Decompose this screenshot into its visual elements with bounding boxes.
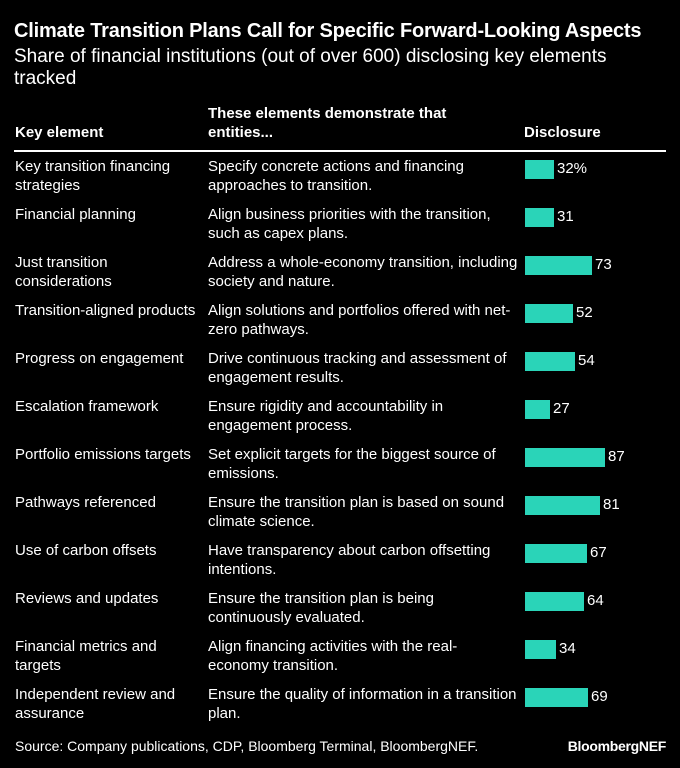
row-description: Drive continuous tracking and assessment… [208, 350, 507, 386]
chart-subtitle: Share of financial institutions (out of … [14, 46, 607, 89]
row-key-element: Key transition financing strategies [15, 158, 171, 194]
chart-title: Climate Transition Plans Call for Specif… [14, 20, 642, 42]
row-key-element: Progress on engagement [15, 350, 184, 367]
disclosure-value-label: 81 [603, 496, 620, 513]
column-header-disclosure: Disclosure [524, 124, 601, 141]
disclosure-value-label: 52 [576, 304, 593, 321]
column-header-key-element: Key element [15, 124, 104, 141]
row-key-element: Independent review and assurance [15, 686, 176, 722]
disclosure-bar [525, 496, 600, 515]
disclosure-bar [525, 640, 556, 659]
row-key-element: Portfolio emissions targets [15, 446, 191, 463]
disclosure-value-label: 54 [578, 352, 595, 369]
header-divider [14, 150, 666, 152]
source-note: Source: Company publications, CDP, Bloom… [15, 738, 479, 754]
disclosure-bar [525, 160, 554, 179]
row-description: Ensure the transition plan is being cont… [208, 590, 434, 626]
disclosure-value-label: 64 [587, 592, 604, 609]
table-row: Financial planning Align business priorit… [0, 205, 680, 253]
disclosure-bar [525, 448, 605, 467]
row-description: Ensure rigidity and accountability in en… [208, 398, 444, 434]
row-key-element: Reviews and updates [15, 590, 159, 607]
row-description: Set explicit targets for the biggest sou… [208, 446, 496, 482]
row-description: Specify concrete actions and financing a… [208, 158, 464, 194]
disclosure-value-label: 87 [608, 448, 625, 465]
row-key-element: Financial metrics and targets [15, 638, 157, 674]
row-key-element: Transition-aligned products [15, 302, 196, 319]
row-key-element: Use of carbon offsets [15, 542, 157, 559]
row-description: Have transparency about carbon offsettin… [208, 542, 491, 578]
table-row: Use of carbon offsets Have transparency a… [0, 541, 680, 589]
disclosure-value-label: 31 [557, 208, 574, 225]
row-description: Align solutions and portfolios offered w… [208, 302, 511, 338]
table-row: Independent review and assurance Ensure t… [0, 685, 680, 733]
disclosure-value-label: 34 [559, 640, 576, 657]
row-description: Align business priorities with the trans… [208, 206, 491, 242]
disclosure-value-label: 73 [595, 256, 612, 273]
row-key-element: Pathways referenced [15, 494, 156, 511]
disclosure-value-label: 32% [557, 160, 588, 177]
disclosure-value-label: 27 [553, 400, 570, 417]
table-row: Transition-aligned products Align solutio… [0, 301, 680, 349]
row-key-element: Escalation framework [15, 398, 159, 415]
row-key-element: Financial planning [15, 206, 136, 223]
table-row: Progress on engagement Drive continuous t… [0, 349, 680, 397]
row-description: Align financing activities with the real… [208, 638, 458, 674]
disclosure-bar [525, 688, 588, 707]
disclosure-bar [525, 592, 584, 611]
column-header-description: These elements demonstrate that entities… [208, 105, 447, 141]
brand-logo: BloombergNEF [567, 738, 667, 754]
disclosure-value-label: 67 [590, 544, 607, 561]
table-row: Just transition considerations Address a … [0, 253, 680, 301]
row-description: Address a whole-economy transition, incl… [208, 254, 518, 290]
disclosure-value-label: 69 [591, 688, 608, 705]
row-description: Ensure the quality of information in a t… [208, 686, 517, 722]
disclosure-bar [525, 304, 573, 323]
table-row: Reviews and updates Ensure the transition… [0, 589, 680, 637]
disclosure-bar [525, 352, 575, 371]
disclosure-bar [525, 208, 554, 227]
table-row: Financial metrics and targets Align finan… [0, 637, 680, 685]
table-row: Key transition financing strategies Speci… [0, 157, 680, 205]
disclosure-bar [525, 544, 587, 563]
disclosure-bar [525, 256, 592, 275]
disclosure-bar [525, 400, 550, 419]
row-key-element: Just transition considerations [15, 254, 112, 290]
table-row: Escalation framework Ensure rigidity and … [0, 397, 680, 445]
table-row: Portfolio emissions targets Set explicit … [0, 445, 680, 493]
row-description: Ensure the transition plan is based on s… [208, 494, 505, 530]
table-row: Pathways referenced Ensure the transition… [0, 493, 680, 541]
